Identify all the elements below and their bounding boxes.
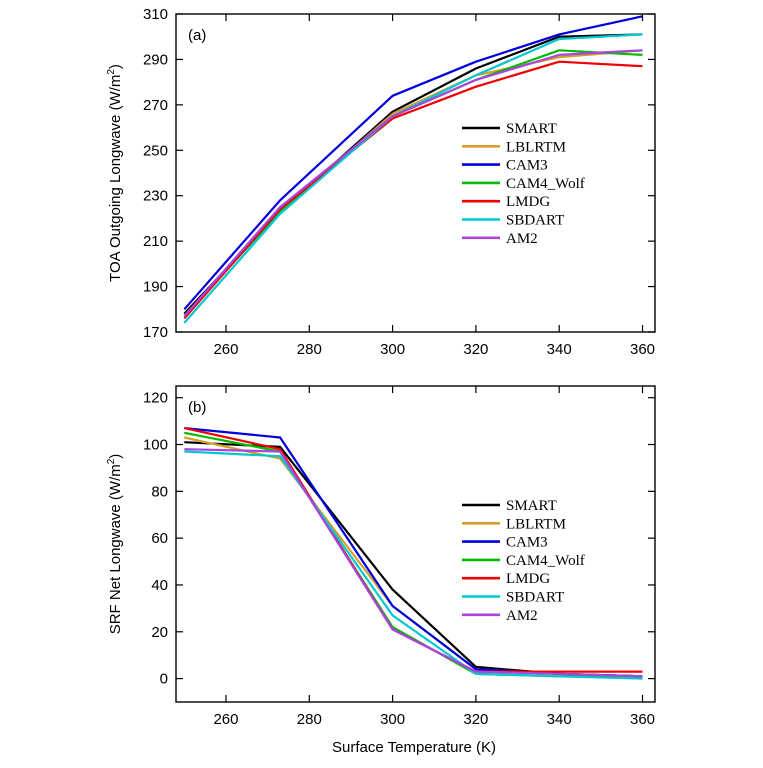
y-tick-label: 60 [151,530,168,547]
series-line-sbdart [184,450,643,680]
x-tick-label: 300 [380,711,405,728]
legend-entry: SBDART [506,590,564,606]
y-axis-label-close: ) [107,454,124,459]
x-tick-label: 260 [213,341,238,358]
x-tick-label: 300 [380,341,405,358]
series-line-am2 [183,49,643,317]
y-tick-label: 170 [143,324,168,341]
legend-entry: CAM4_Wolf [506,553,585,569]
series-line-smart [183,33,643,315]
legend-entry: LBLRTM [506,139,566,155]
plot-frame [175,385,656,703]
y-axis-label-sup: 2 [106,458,117,464]
y-axis-label-close: ) [107,64,124,69]
legend-entry: LMDG [506,194,550,210]
y-tick-label: 250 [143,142,168,159]
plot-frame [175,13,656,333]
series-line-sbdart [183,33,643,324]
y-tick-label: 120 [143,390,168,407]
legend-entry: LBLRTM [506,516,566,532]
panel-b: 260 280 300 320 340 360 0 20 40 60 80 100 120 (b) SRF … [106,385,656,728]
y-axis-label-main: TOA Outgoing Longwave (W/m [107,75,124,282]
legend-entry: SMART [506,121,557,137]
y-tick-label: 210 [143,233,168,250]
series-line-cam3 [183,15,643,311]
x-tick-label: 280 [297,341,322,358]
x-tick-label: 340 [547,711,572,728]
x-tick-label: 320 [463,711,488,728]
series-line-lmdg [184,427,643,673]
y-axis-label: SRF Net Longwave (W/m2) [106,454,124,635]
y-tick-label: 80 [151,483,168,500]
legend-entry: AM2 [506,231,538,247]
y-tick-label: 310 [143,6,168,23]
legend-entry: CAM3 [506,158,548,174]
y-tick-label: 290 [143,51,168,68]
y-tick-label: 100 [143,437,168,454]
panel-a: 260 280 300 320 340 360 170 190 210 230 250 270 290 3… [106,6,656,358]
y-axis-label-sup: 2 [106,69,117,75]
x-tick-label: 340 [547,341,572,358]
y-tick-label: 270 [143,97,168,114]
x-tick-label: 360 [630,341,655,358]
legend-entry: SMART [506,498,557,514]
x-tick-label: 280 [297,711,322,728]
y-tick-label: 230 [143,188,168,205]
y-tick-label: 40 [151,577,168,594]
x-axis-label: Surface Temperature (K) [332,739,496,756]
y-axis-label: TOA Outgoing Longwave (W/m2) [106,64,124,282]
legend-entry: LMDG [506,571,550,587]
series-line-am2 [184,448,643,678]
series-line-lmdg [183,60,643,320]
legend-entry: CAM3 [506,535,548,551]
x-tick-label: 360 [630,711,655,728]
y-axis-label-main: SRF Net Longwave (W/m [107,464,124,634]
y-tick-label: 20 [151,624,168,641]
x-tick-label: 260 [213,711,238,728]
panel-label: (b) [188,399,206,416]
x-tick-label: 320 [463,341,488,358]
legend-entry: AM2 [506,608,538,624]
panel-label: (a) [188,27,206,44]
legend-entry: CAM4_Wolf [506,176,585,192]
y-tick-label: 0 [160,671,168,688]
legend-entry: SBDART [506,213,564,229]
y-tick-label: 190 [143,279,168,296]
